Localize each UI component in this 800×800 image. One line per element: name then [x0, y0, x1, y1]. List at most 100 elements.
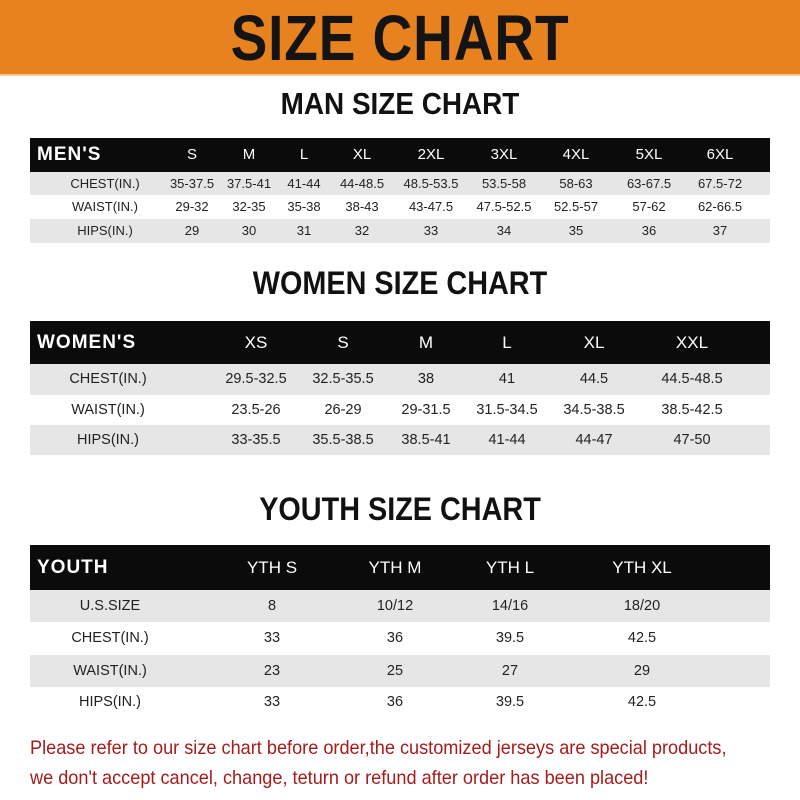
measurement-value: 34 [496, 223, 512, 238]
measurement-value: 36 [386, 694, 404, 710]
measurement-value: 36 [641, 223, 657, 238]
measurement-value: 36 [386, 630, 404, 646]
measurement-value: 63-67.5 [626, 176, 672, 191]
size-header-cell: XL [352, 146, 372, 163]
measurement-value: 18/20 [623, 598, 661, 614]
banner-title: SIZE CHART [230, 2, 570, 74]
measurement-value: 34.5-38.5 [563, 402, 625, 418]
measurement-value: 47-50 [673, 432, 711, 448]
measurement-label: CHEST(IN.) [69, 371, 147, 387]
measurement-value: 38-43 [345, 199, 379, 214]
measurement-value: 29 [184, 223, 200, 238]
size-header-cell: S [337, 333, 349, 352]
youth-size-table: YOUTH YTH S YTH M YTH L YTH XL U.S.SIZE 8 10/12… [30, 545, 770, 718]
size-header-cell: M [242, 146, 256, 163]
measurement-value: 37.5-41 [226, 176, 272, 191]
measurement-value: 48.5-53.5 [403, 176, 459, 191]
measurement-value: 14/16 [491, 598, 529, 614]
measurement-value: 26-29 [324, 402, 362, 418]
size-header-cell: 4XL [562, 146, 590, 163]
measurement-value: 35 [568, 223, 584, 238]
measurement-value: 52.5-57 [553, 199, 599, 214]
measurement-value: 37 [712, 223, 728, 238]
table-row: HIPS(IN.) 33-35.5 35.5-38.5 38.5-41 41-44 44-… [30, 425, 770, 455]
measurement-value: 38.5-42.5 [661, 402, 723, 418]
measurement-value: 47.5-52.5 [476, 199, 532, 214]
measurement-value: 58-63 [559, 176, 593, 191]
measurement-value: 32 [354, 223, 370, 238]
measurement-label: WAIST(IN.) [71, 402, 145, 418]
table-row: CHEST(IN.) 29.5-32.5 32.5-35.5 38 41 44.5 44.5… [30, 364, 770, 395]
measurement-label: HIPS(IN.) [76, 432, 140, 448]
table-row: U.S.SIZE 8 10/12 14/16 18/20 [30, 590, 770, 622]
table-title-cell: YOUTH [37, 557, 109, 578]
table-row: CHEST(IN.) 35-37.5 37.5-41 41-44 44-48.5 48.5… [30, 172, 770, 195]
table-title-cell: MEN'S [37, 144, 102, 165]
measurement-value: 38.5-41 [401, 432, 451, 448]
measurement-value: 43-47.5 [408, 199, 454, 214]
measurement-value: 29-31.5 [401, 402, 451, 418]
measurement-value: 33 [423, 223, 439, 238]
size-header-cell: L [299, 146, 309, 163]
measurement-label: U.S.SIZE [79, 598, 141, 614]
size-header-cell: 2XL [417, 146, 445, 163]
measurement-value: 32.5-35.5 [312, 371, 374, 387]
measurement-value: 27 [501, 663, 519, 679]
measurement-value: 30 [241, 223, 257, 238]
measurement-label: WAIST(IN.) [72, 199, 138, 214]
size-header-cell: 6XL [706, 146, 734, 163]
size-chart-banner: SIZE CHART [0, 0, 800, 76]
measurement-value: 25 [386, 663, 404, 679]
order-notice: Please refer to our size chart before or… [30, 733, 737, 793]
table-row: HIPS(IN.) 29 30 31 32 33 34 35 36 37 [30, 219, 770, 243]
measurement-value: 44-47 [575, 432, 613, 448]
women-section-title: WOMEN SIZE CHART [252, 265, 548, 301]
measurement-value: 44.5 [579, 371, 609, 387]
size-header-cell: 5XL [635, 146, 663, 163]
notice-line-1: Please refer to our size chart before or… [30, 737, 727, 759]
size-header-cell: YTH S [246, 558, 298, 577]
measurement-value: 57-62 [632, 199, 666, 214]
measurement-value: 29.5-32.5 [225, 371, 287, 387]
notice-line-2: we don't accept cancel, change, teturn o… [30, 767, 649, 789]
size-header-cell: XXL [675, 333, 709, 352]
measurement-value: 32-35 [232, 199, 266, 214]
measurement-value: 67.5-72 [697, 176, 743, 191]
table-row: HIPS(IN.) 33 36 39.5 42.5 [30, 687, 770, 718]
youth-section-title: YOUTH SIZE CHART [259, 491, 541, 527]
measurement-value: 35-38 [287, 199, 321, 214]
measurement-label: WAIST(IN.) [73, 663, 147, 679]
measurement-label: HIPS(IN.) [77, 223, 133, 238]
measurement-label: HIPS(IN.) [78, 694, 142, 710]
measurement-value: 31.5-34.5 [476, 402, 538, 418]
measurement-label: CHEST(IN.) [70, 176, 140, 191]
size-header-cell: L [502, 333, 512, 352]
measurement-value: 42.5 [627, 630, 657, 646]
measurement-value: 39.5 [495, 694, 525, 710]
table-row: WAIST(IN.) 23.5-26 26-29 29-31.5 31.5-34.5 34… [30, 395, 770, 425]
table-header-row: YOUTH YTH S YTH M YTH L YTH XL [30, 545, 770, 590]
measurement-value: 44.5-48.5 [661, 371, 723, 387]
table-row: WAIST(IN.) 23 25 27 29 [30, 655, 770, 687]
measurement-value: 33-35.5 [231, 432, 281, 448]
measurement-value: 44-48.5 [339, 176, 385, 191]
measurement-value: 8 [267, 598, 277, 614]
measurement-value: 38 [417, 371, 435, 387]
table-header-row: MEN'S S M L XL 2XL 3XL 4XL 5XL 6XL [30, 138, 770, 172]
table-row: CHEST(IN.) 33 36 39.5 42.5 [30, 622, 770, 655]
table-row: WAIST(IN.) 29-32 32-35 35-38 38-43 43-47.5 47.… [30, 195, 770, 219]
table-title-cell: WOMEN'S [37, 332, 137, 353]
measurement-value: 35.5-38.5 [312, 432, 374, 448]
measurement-value: 33 [263, 630, 281, 646]
size-header-cell: S [186, 146, 198, 163]
measurement-value: 41 [498, 371, 516, 387]
size-header-cell: YTH XL [612, 558, 672, 577]
measurement-value: 10/12 [376, 598, 414, 614]
size-header-cell: XL [583, 333, 605, 352]
measurement-value: 62-66.5 [697, 199, 743, 214]
men-size-table: MEN'S S M L XL 2XL 3XL 4XL 5XL 6XL CHEST(IN.) 35-37… [30, 138, 770, 243]
table-header-row: WOMEN'S XS S M L XL XXL [30, 321, 770, 364]
size-header-cell: M [418, 333, 434, 352]
size-header-cell: YTH M [368, 558, 422, 577]
measurement-value: 33 [263, 694, 281, 710]
